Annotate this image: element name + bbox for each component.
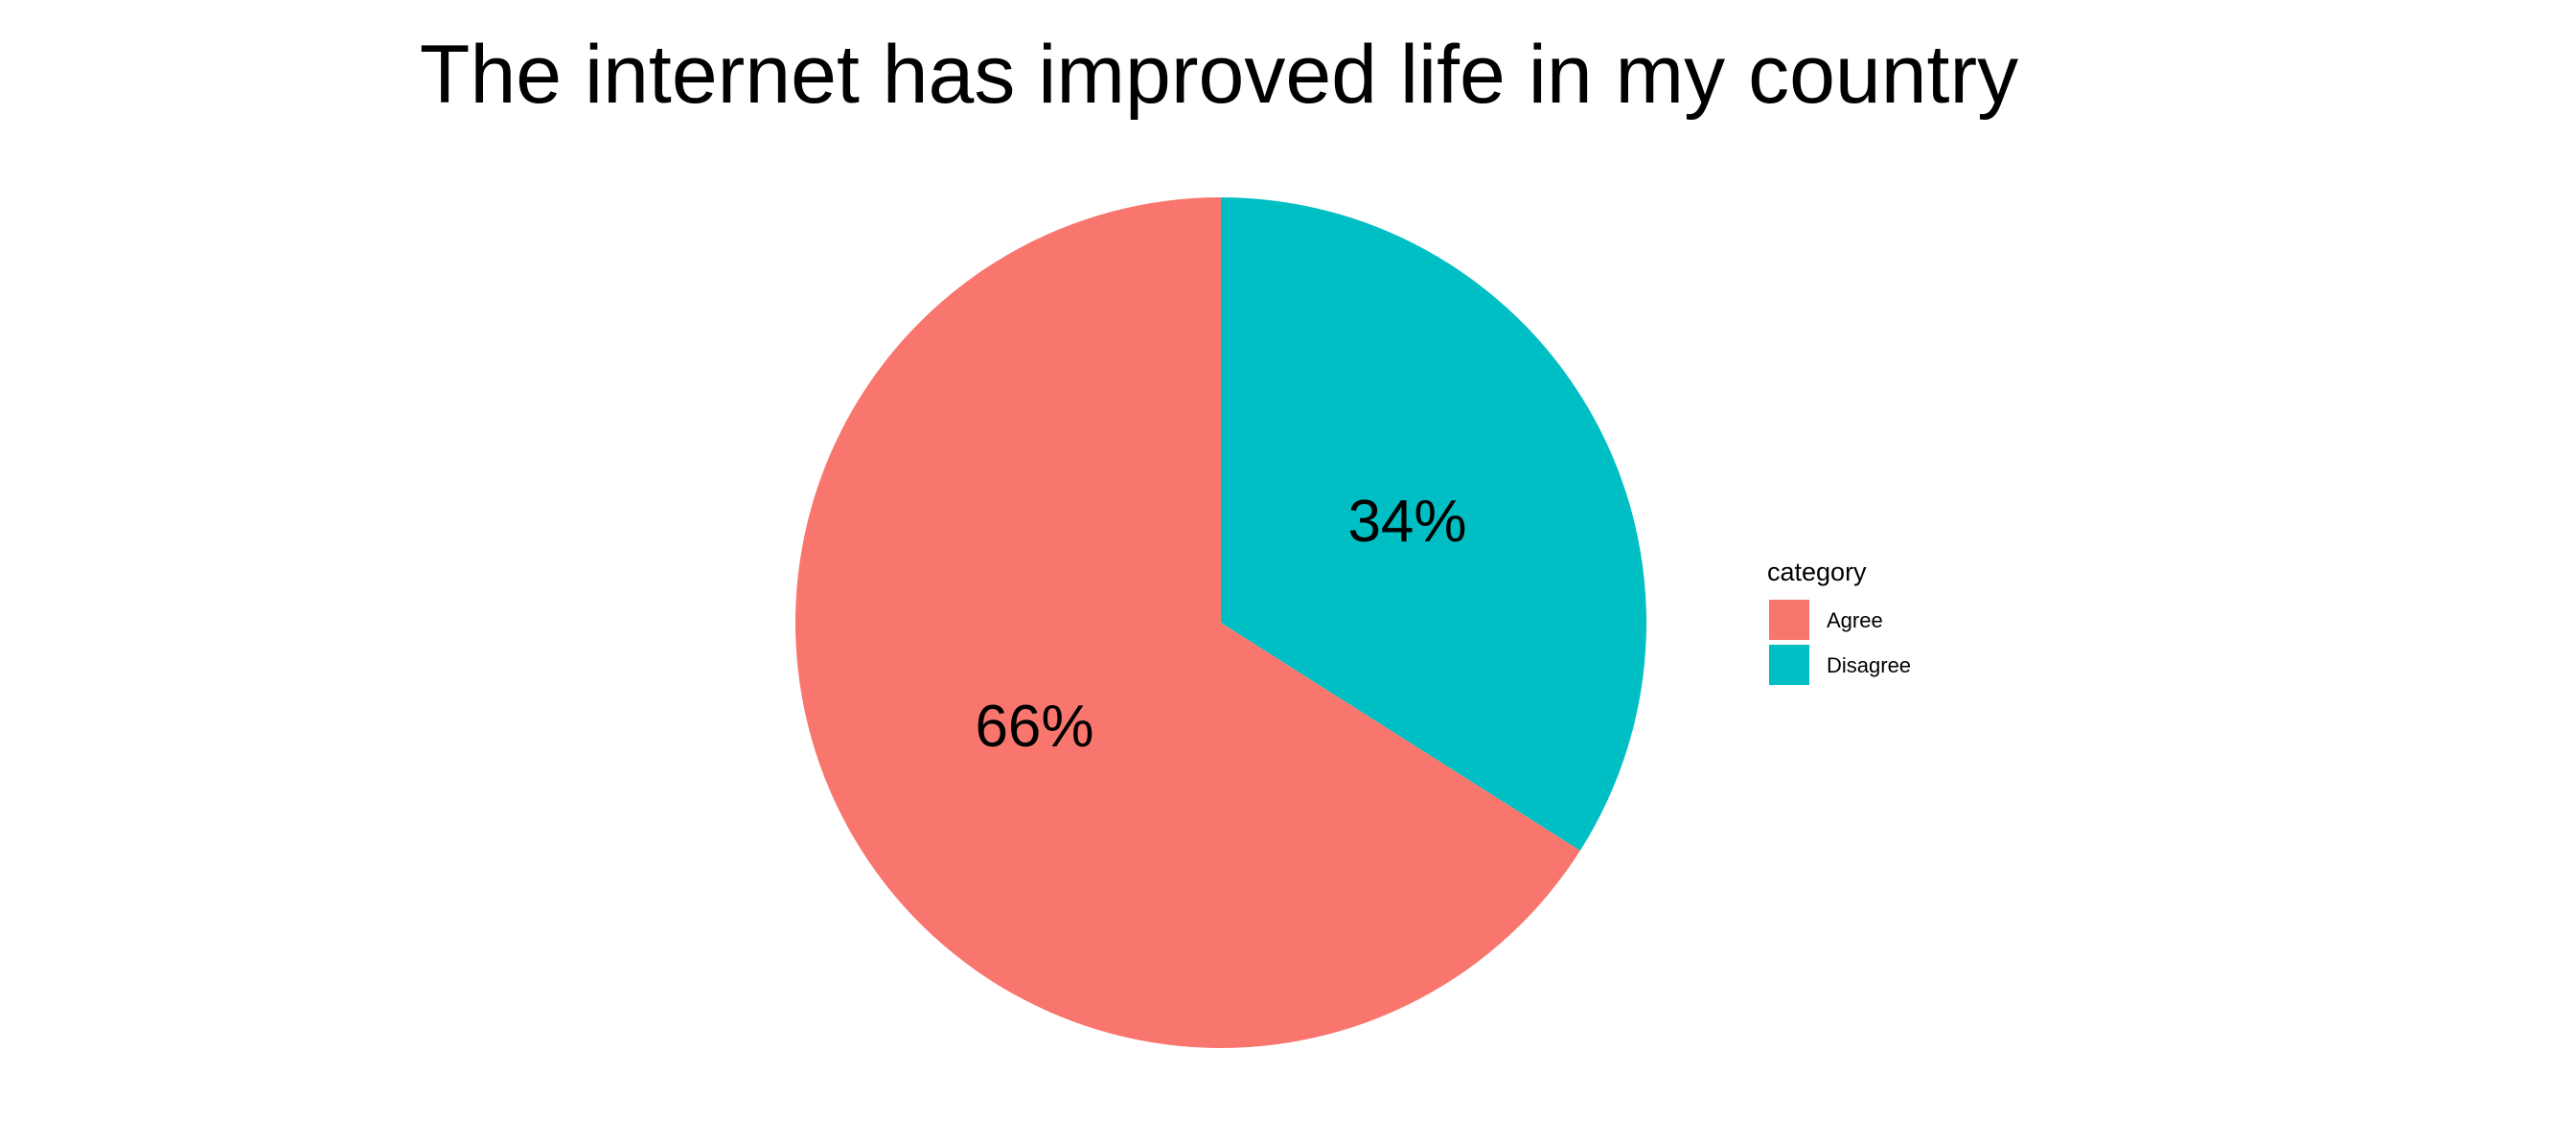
slice-label-agree: 66% [975,694,1093,760]
pie-slices [795,197,1647,1048]
legend-key-disagree [1769,645,1809,685]
pie-slice-agree [795,197,1580,1048]
legend-key-agree [1769,600,1809,640]
slice-label-disagree: 34% [1347,489,1466,555]
legend-label-disagree: Disagree [1827,653,1911,677]
pie-slice-labels: 66% 34% [975,489,1466,760]
chart-title: The internet has improved life in my cou… [420,29,2018,121]
legend-label-agree: Agree [1827,608,1883,632]
legend: category Agree Disagree [1767,558,1911,685]
pie-slice-disagree [1221,197,1647,851]
legend-title: category [1767,558,1867,586]
